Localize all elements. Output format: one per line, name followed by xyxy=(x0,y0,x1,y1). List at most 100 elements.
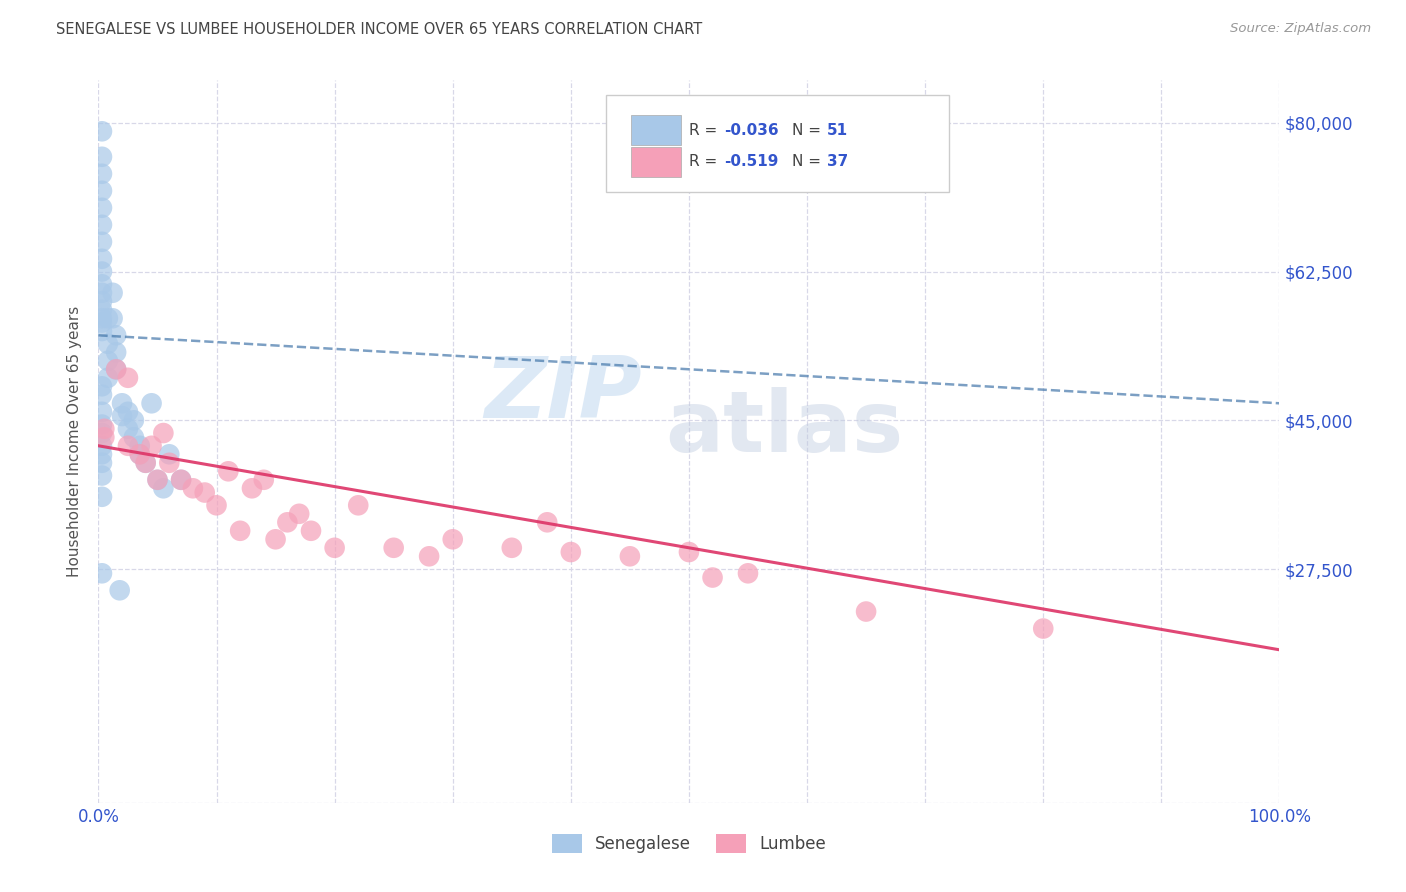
Point xyxy=(91,388,114,402)
Point xyxy=(141,439,163,453)
Point xyxy=(181,481,204,495)
Point xyxy=(146,473,169,487)
Text: -0.519: -0.519 xyxy=(724,154,779,169)
Point xyxy=(91,235,114,249)
Point xyxy=(135,456,157,470)
Point xyxy=(91,285,114,300)
Point xyxy=(141,396,163,410)
Y-axis label: Householder Income Over 65 years: Householder Income Over 65 years xyxy=(67,306,83,577)
Point xyxy=(229,524,252,538)
Point xyxy=(97,311,120,326)
Point xyxy=(93,422,115,436)
Point xyxy=(91,379,114,393)
Point xyxy=(101,285,124,300)
Point xyxy=(91,264,114,278)
Point xyxy=(205,498,228,512)
Point xyxy=(157,456,180,470)
Point xyxy=(347,498,370,512)
Point xyxy=(91,405,114,419)
Point xyxy=(117,405,139,419)
Point xyxy=(91,447,114,461)
Point xyxy=(91,417,114,432)
Point xyxy=(1032,622,1054,636)
FancyBboxPatch shape xyxy=(631,115,681,145)
Point xyxy=(702,570,724,584)
Point xyxy=(253,473,276,487)
Point xyxy=(128,439,150,453)
Text: atlas: atlas xyxy=(665,387,904,470)
Point xyxy=(152,425,174,440)
Text: R =: R = xyxy=(689,154,723,169)
Point xyxy=(91,302,114,317)
Point xyxy=(101,311,124,326)
Point xyxy=(117,439,139,453)
Point xyxy=(105,362,128,376)
Point xyxy=(418,549,440,564)
Point xyxy=(91,566,114,581)
Point xyxy=(128,447,150,461)
Point xyxy=(678,545,700,559)
Point xyxy=(560,545,582,559)
Point xyxy=(91,490,114,504)
Point xyxy=(105,328,128,343)
Text: 51: 51 xyxy=(827,122,848,137)
Point xyxy=(93,430,115,444)
Point xyxy=(217,464,239,478)
Point xyxy=(91,167,114,181)
Point xyxy=(108,583,131,598)
Point xyxy=(111,409,134,423)
Point xyxy=(91,324,114,338)
Point xyxy=(276,516,298,530)
Point xyxy=(91,201,114,215)
Point xyxy=(97,353,120,368)
Point xyxy=(105,362,128,376)
Point xyxy=(91,456,114,470)
Point xyxy=(194,485,217,500)
Point xyxy=(91,184,114,198)
Point xyxy=(152,481,174,495)
Point xyxy=(122,413,145,427)
Point xyxy=(240,481,263,495)
Point xyxy=(91,316,114,330)
Text: ZIP: ZIP xyxy=(484,353,641,436)
Text: SENEGALESE VS LUMBEE HOUSEHOLDER INCOME OVER 65 YEARS CORRELATION CHART: SENEGALESE VS LUMBEE HOUSEHOLDER INCOME … xyxy=(56,22,703,37)
Point xyxy=(91,252,114,266)
Point xyxy=(501,541,523,555)
FancyBboxPatch shape xyxy=(631,147,681,178)
Point xyxy=(737,566,759,581)
Point xyxy=(146,473,169,487)
Point xyxy=(382,541,405,555)
Text: Source: ZipAtlas.com: Source: ZipAtlas.com xyxy=(1230,22,1371,36)
Point xyxy=(97,371,120,385)
Point xyxy=(619,549,641,564)
Point xyxy=(91,439,114,453)
Point xyxy=(323,541,346,555)
Point xyxy=(117,371,139,385)
Text: R =: R = xyxy=(689,122,723,137)
Point xyxy=(170,473,193,487)
Point xyxy=(91,150,114,164)
Point xyxy=(91,277,114,292)
Legend: Senegalese, Lumbee: Senegalese, Lumbee xyxy=(546,827,832,860)
Point xyxy=(91,218,114,232)
Point xyxy=(157,447,180,461)
Point xyxy=(117,422,139,436)
FancyBboxPatch shape xyxy=(606,95,949,193)
Text: N =: N = xyxy=(792,122,825,137)
Point xyxy=(855,605,877,619)
Point xyxy=(91,425,114,440)
Point xyxy=(91,124,114,138)
Point xyxy=(135,456,157,470)
Point xyxy=(111,396,134,410)
Point xyxy=(97,336,120,351)
Point xyxy=(91,311,114,326)
Point xyxy=(170,473,193,487)
Point xyxy=(536,516,558,530)
Point xyxy=(105,345,128,359)
Point xyxy=(128,447,150,461)
Point xyxy=(91,294,114,309)
Text: -0.036: -0.036 xyxy=(724,122,779,137)
Text: N =: N = xyxy=(792,154,825,169)
Point xyxy=(441,533,464,547)
Point xyxy=(91,468,114,483)
